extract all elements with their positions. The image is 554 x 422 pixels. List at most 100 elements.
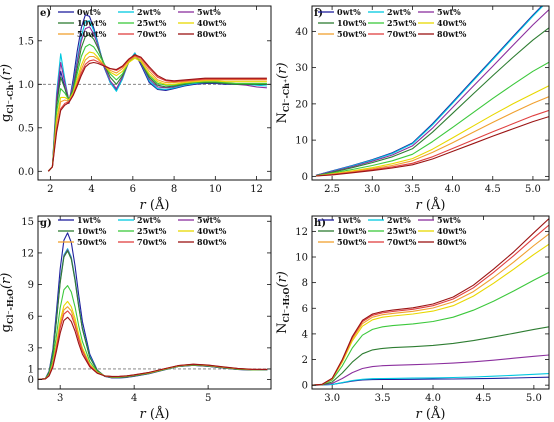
legend-label: 2wt% (387, 7, 411, 17)
y-tick-label: 1.0 (18, 80, 34, 91)
y-tick-label: 0.0 (18, 167, 34, 178)
plot-frame (37, 5, 272, 181)
legend-label: 10wt% (337, 18, 367, 28)
legend-label: 2wt% (137, 7, 161, 17)
x-tick-label: 10 (209, 184, 222, 195)
y-tick-label: 20 (295, 99, 308, 110)
x-axis-label: r (Å) (416, 197, 446, 213)
chart-panel-4: 3.0 3.5 4.0 4.5 5.0 0 2 4 6 8 10 12 h) r (Å) NCl⁻-H₂O(… (275, 215, 550, 422)
legend-label: 25wt% (387, 226, 417, 236)
legend-label: 50wt% (77, 237, 107, 247)
plot-frame (311, 215, 550, 390)
legend-label: 50wt% (337, 29, 367, 39)
series-line-1wtpct (38, 232, 268, 381)
x-tick-label: 3 (57, 393, 63, 404)
y-tick-label: 1 (28, 364, 34, 375)
series-line-80wtpct (312, 218, 549, 386)
x-tick-label: 4.5 (475, 393, 491, 404)
x-tick-label: 12 (250, 184, 263, 195)
series-line-80wtpct (315, 116, 549, 177)
series-line-2wtpct (312, 373, 549, 386)
series-line-70wtpct (47, 55, 267, 172)
legend-label: 2wt% (387, 215, 411, 225)
x-tick-label: 6 (130, 184, 136, 195)
legend-label: 80wt% (437, 29, 467, 39)
legend-label: 2wt% (137, 215, 161, 225)
series-line-80wtpct (47, 54, 267, 172)
y-tick-label: 6 (302, 304, 308, 315)
x-tick-label: 3.5 (375, 393, 391, 404)
legend-label: 70wt% (137, 237, 167, 247)
legend-label: 70wt% (137, 29, 167, 39)
x-tick-label: 4.0 (445, 184, 461, 195)
series-line-5wtpct (312, 354, 549, 386)
legend-label: 80wt% (437, 237, 467, 247)
chart-panel-2: 2.5 3.0 3.5 4.0 4.5 5.0 0 10 20 30 40 f) r (Å) NCl⁻-C… (275, 5, 550, 213)
legend-label: 5wt% (197, 7, 221, 17)
legend-label: 25wt% (387, 18, 417, 28)
series-line-10wtpct (47, 34, 267, 172)
legend-label: 40wt% (197, 18, 227, 28)
series-line-25wtpct (38, 285, 268, 381)
x-tick-label: 5 (205, 393, 211, 404)
legend-label: 1wt% (337, 215, 361, 225)
panel-label: e) (40, 8, 51, 19)
series-line-10wtpct (315, 27, 549, 177)
series-line-80wtpct (38, 316, 268, 381)
legend-label: 40wt% (197, 226, 227, 236)
panel-label: h) (314, 218, 326, 229)
legend-label: 25wt% (137, 226, 167, 236)
legend-label: 5wt% (437, 215, 461, 225)
series-line-40wtpct (315, 85, 549, 177)
plot-frame (311, 5, 550, 181)
x-axis-label: r (Å) (416, 406, 446, 422)
x-tick-label: 8 (171, 184, 177, 195)
y-tick-label: 12 (295, 227, 308, 238)
y-tick-label: 0 (28, 375, 34, 386)
panel-label: f) (314, 8, 323, 19)
legend-label: 10wt% (77, 226, 107, 236)
y-tick-label: 2 (302, 355, 308, 366)
series-line-25wtpct (47, 43, 267, 172)
legend-label: 5wt% (197, 215, 221, 225)
y-tick-label: 15 (21, 217, 34, 228)
legend-label: 5wt% (437, 7, 461, 17)
legend-label: 70wt% (387, 29, 417, 39)
x-tick-label: 4.5 (485, 184, 501, 195)
y-tick-label: 8 (302, 278, 308, 289)
series-line-25wtpct (315, 61, 549, 177)
y-tick-label: 10 (295, 136, 308, 147)
y-tick-label: 30 (295, 63, 308, 74)
series-line-25wtpct (312, 271, 549, 386)
series-line-2wtpct (315, 6, 544, 176)
series-line-5wtpct (315, 9, 549, 176)
legend-label: 50wt% (337, 237, 367, 247)
x-tick-label: 3.0 (324, 393, 340, 404)
x-tick-label: 3.0 (364, 184, 380, 195)
y-tick-label: 9 (28, 280, 34, 291)
legend-label: 10wt% (337, 226, 367, 236)
plot-frame (37, 215, 272, 390)
legend-label: 70wt% (387, 237, 417, 247)
x-tick-label: 5.0 (525, 184, 541, 195)
y-tick-label: 10 (295, 253, 308, 264)
x-tick-label: 4.0 (425, 393, 441, 404)
x-tick-label: 3.5 (404, 184, 420, 195)
series-line-70wtpct (312, 224, 549, 386)
legend-label: 50wt% (77, 29, 107, 39)
y-tick-label: 4 (302, 329, 308, 340)
x-tick-label: 5.0 (526, 393, 542, 404)
x-axis-label: r (Å) (140, 197, 170, 213)
legend-label: 40wt% (437, 226, 467, 236)
y-tick-label: 3 (28, 343, 34, 354)
y-axis-label: gCl⁻-Ch⁺(r) (0, 64, 15, 122)
legend-label: 10wt% (77, 18, 107, 28)
y-axis-label: gCl⁻-H₂O(r) (0, 273, 15, 333)
y-tick-label: 6 (28, 312, 34, 323)
x-tick-label: 2.5 (324, 184, 340, 195)
x-tick-label: 4 (88, 184, 94, 195)
legend-label: 80wt% (197, 237, 227, 247)
series-line-40wtpct (47, 51, 267, 172)
y-tick-label: 0 (302, 172, 308, 183)
